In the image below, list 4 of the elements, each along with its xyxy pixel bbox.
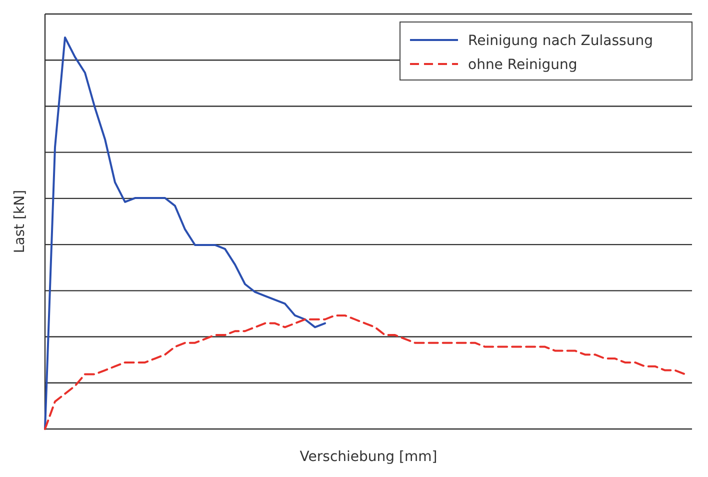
legend-label: Reinigung nach Zulassung — [468, 33, 653, 49]
legend-label: ohne Reinigung — [468, 57, 578, 73]
x-axis-title: Verschiebung [mm] — [300, 449, 438, 465]
y-axis-title: Last [kN] — [12, 190, 28, 254]
